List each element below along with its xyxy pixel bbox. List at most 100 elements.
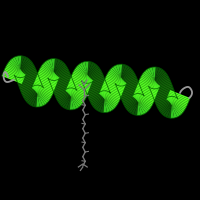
Polygon shape	[149, 78, 170, 89]
Polygon shape	[20, 82, 41, 91]
Polygon shape	[123, 94, 143, 104]
Polygon shape	[159, 99, 178, 112]
Polygon shape	[37, 73, 58, 83]
Polygon shape	[152, 67, 156, 89]
Polygon shape	[2, 73, 23, 83]
Polygon shape	[136, 87, 157, 97]
Polygon shape	[69, 80, 90, 90]
Polygon shape	[49, 71, 70, 81]
Polygon shape	[15, 68, 36, 78]
Polygon shape	[137, 83, 158, 93]
Polygon shape	[14, 61, 32, 75]
Polygon shape	[88, 89, 109, 99]
Polygon shape	[43, 63, 60, 78]
Polygon shape	[50, 74, 71, 84]
Polygon shape	[166, 98, 186, 110]
Polygon shape	[132, 96, 149, 111]
Polygon shape	[65, 90, 84, 103]
Polygon shape	[65, 90, 83, 104]
Polygon shape	[38, 71, 58, 82]
Polygon shape	[117, 80, 138, 89]
Polygon shape	[82, 63, 97, 82]
Polygon shape	[32, 87, 47, 104]
Polygon shape	[119, 84, 140, 94]
Polygon shape	[66, 89, 86, 100]
Polygon shape	[135, 89, 156, 98]
Polygon shape	[14, 62, 33, 75]
Polygon shape	[35, 79, 56, 88]
Polygon shape	[14, 59, 31, 76]
Polygon shape	[101, 86, 122, 95]
Polygon shape	[116, 75, 136, 86]
Polygon shape	[127, 95, 144, 112]
Polygon shape	[67, 88, 74, 110]
Polygon shape	[35, 77, 56, 87]
Polygon shape	[85, 80, 106, 89]
Polygon shape	[151, 83, 172, 92]
Polygon shape	[103, 91, 107, 113]
Polygon shape	[83, 75, 104, 85]
Polygon shape	[141, 76, 160, 87]
Polygon shape	[49, 73, 70, 82]
Polygon shape	[24, 87, 43, 99]
Polygon shape	[129, 95, 144, 113]
Polygon shape	[101, 91, 110, 112]
Polygon shape	[83, 62, 95, 83]
Polygon shape	[75, 67, 93, 81]
Polygon shape	[99, 92, 114, 110]
Polygon shape	[104, 80, 125, 90]
Polygon shape	[73, 70, 93, 82]
Polygon shape	[100, 88, 121, 98]
Polygon shape	[32, 86, 52, 97]
Polygon shape	[116, 77, 137, 87]
Polygon shape	[27, 87, 43, 103]
Polygon shape	[95, 92, 110, 111]
Polygon shape	[139, 80, 159, 90]
Polygon shape	[99, 93, 117, 107]
Polygon shape	[149, 67, 158, 89]
Polygon shape	[12, 57, 25, 77]
Polygon shape	[17, 56, 25, 78]
Polygon shape	[120, 87, 141, 97]
Polygon shape	[16, 56, 27, 77]
Polygon shape	[153, 90, 175, 100]
Polygon shape	[23, 86, 43, 97]
Polygon shape	[48, 59, 57, 80]
Polygon shape	[21, 83, 42, 93]
Polygon shape	[156, 96, 177, 106]
Polygon shape	[100, 91, 108, 113]
Polygon shape	[154, 92, 175, 101]
Polygon shape	[102, 84, 123, 94]
Polygon shape	[83, 74, 103, 84]
Polygon shape	[66, 89, 79, 109]
Polygon shape	[48, 68, 68, 79]
Polygon shape	[48, 64, 66, 78]
Polygon shape	[3, 72, 24, 81]
Polygon shape	[50, 76, 72, 85]
Polygon shape	[84, 61, 92, 83]
Polygon shape	[2, 75, 23, 84]
Polygon shape	[115, 64, 125, 86]
Polygon shape	[65, 90, 82, 106]
Polygon shape	[51, 59, 55, 80]
Polygon shape	[119, 86, 140, 95]
Polygon shape	[78, 64, 93, 82]
Polygon shape	[138, 81, 159, 91]
Polygon shape	[76, 65, 93, 81]
Polygon shape	[14, 64, 34, 76]
Polygon shape	[157, 97, 177, 107]
Polygon shape	[125, 96, 144, 109]
Polygon shape	[166, 98, 183, 114]
Polygon shape	[155, 94, 176, 104]
Polygon shape	[151, 84, 172, 93]
Polygon shape	[41, 66, 60, 78]
Polygon shape	[32, 85, 53, 96]
Polygon shape	[54, 86, 75, 96]
Polygon shape	[134, 92, 154, 103]
Polygon shape	[84, 79, 105, 88]
Polygon shape	[137, 84, 158, 94]
Polygon shape	[48, 67, 68, 79]
Polygon shape	[56, 88, 76, 99]
Polygon shape	[91, 93, 110, 105]
Polygon shape	[132, 96, 150, 110]
